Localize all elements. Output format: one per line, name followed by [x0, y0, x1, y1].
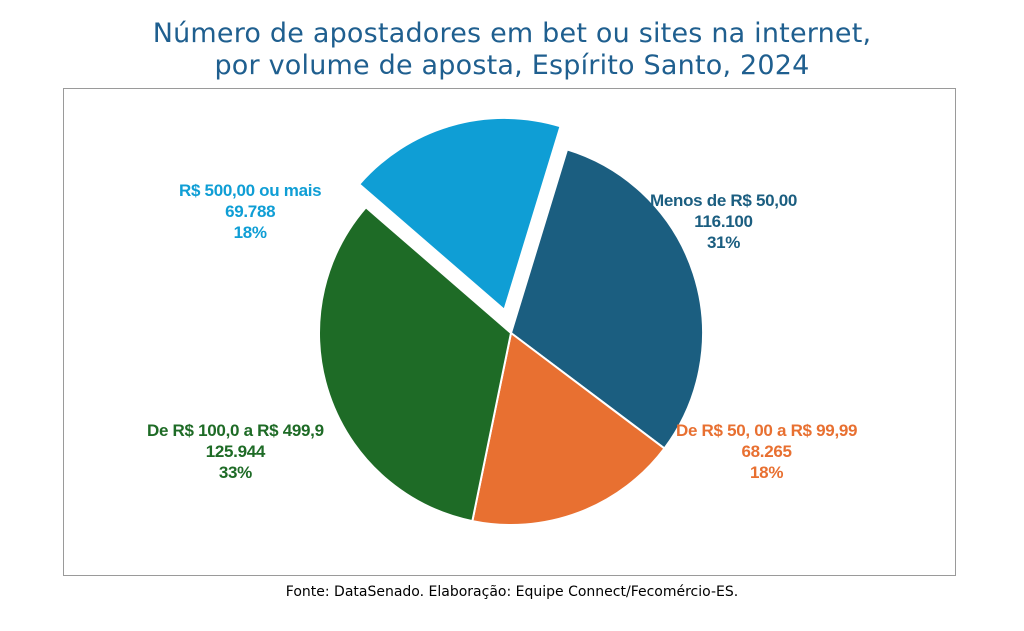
pie-slice-1 [509, 148, 704, 450]
slice-2-value: 68.265 [741, 442, 792, 461]
slice-2-percent: 18% [750, 463, 784, 482]
slice-4-percent: 18% [233, 223, 267, 242]
chart-title: Número de apostadores em bet ou sites na… [0, 18, 1024, 82]
slice-1-percent: 31% [706, 233, 741, 252]
slice-4-value: 69.788 [225, 202, 276, 221]
slice-3-name: De R$ 100,0 a R$ 499,9 [147, 421, 324, 440]
slice-1-name: Menos de R$ 50,00 [650, 191, 798, 210]
chart-area: Menos de R$ 50,00 116.100 31% De R$ 50, … [63, 88, 956, 576]
label-slice-2: De R$ 50, 00 a R$ 99,99 68.265 18% [676, 420, 857, 483]
pie-chart [318, 116, 704, 526]
title-line-1: Número de apostadores em bet ou sites na… [152, 18, 872, 49]
slice-4-name: R$ 500,00 ou mais [179, 181, 322, 200]
label-slice-3: De R$ 100,0 a R$ 499,9 125.944 33% [147, 420, 324, 483]
pie-slice-3 [318, 205, 513, 523]
label-slice-4: R$ 500,00 ou mais 69.788 18% [179, 180, 322, 243]
slice-3-percent: 33% [218, 463, 252, 482]
slice-2-name: De R$ 50, 00 a R$ 99,99 [676, 421, 858, 440]
pie-slice-2 [471, 331, 666, 526]
label-slice-1: Menos de R$ 50,00 116.100 31% [650, 190, 797, 253]
slice-3-value: 125.944 [205, 442, 266, 461]
source-note: Fonte: DataSenado. Elaboração: Equipe Co… [285, 584, 739, 600]
pie-slice-4 [357, 116, 562, 312]
title-line-2: por volume de aposta, Espírito Santo, 20… [214, 50, 810, 81]
slice-1-value: 116.100 [694, 212, 753, 231]
